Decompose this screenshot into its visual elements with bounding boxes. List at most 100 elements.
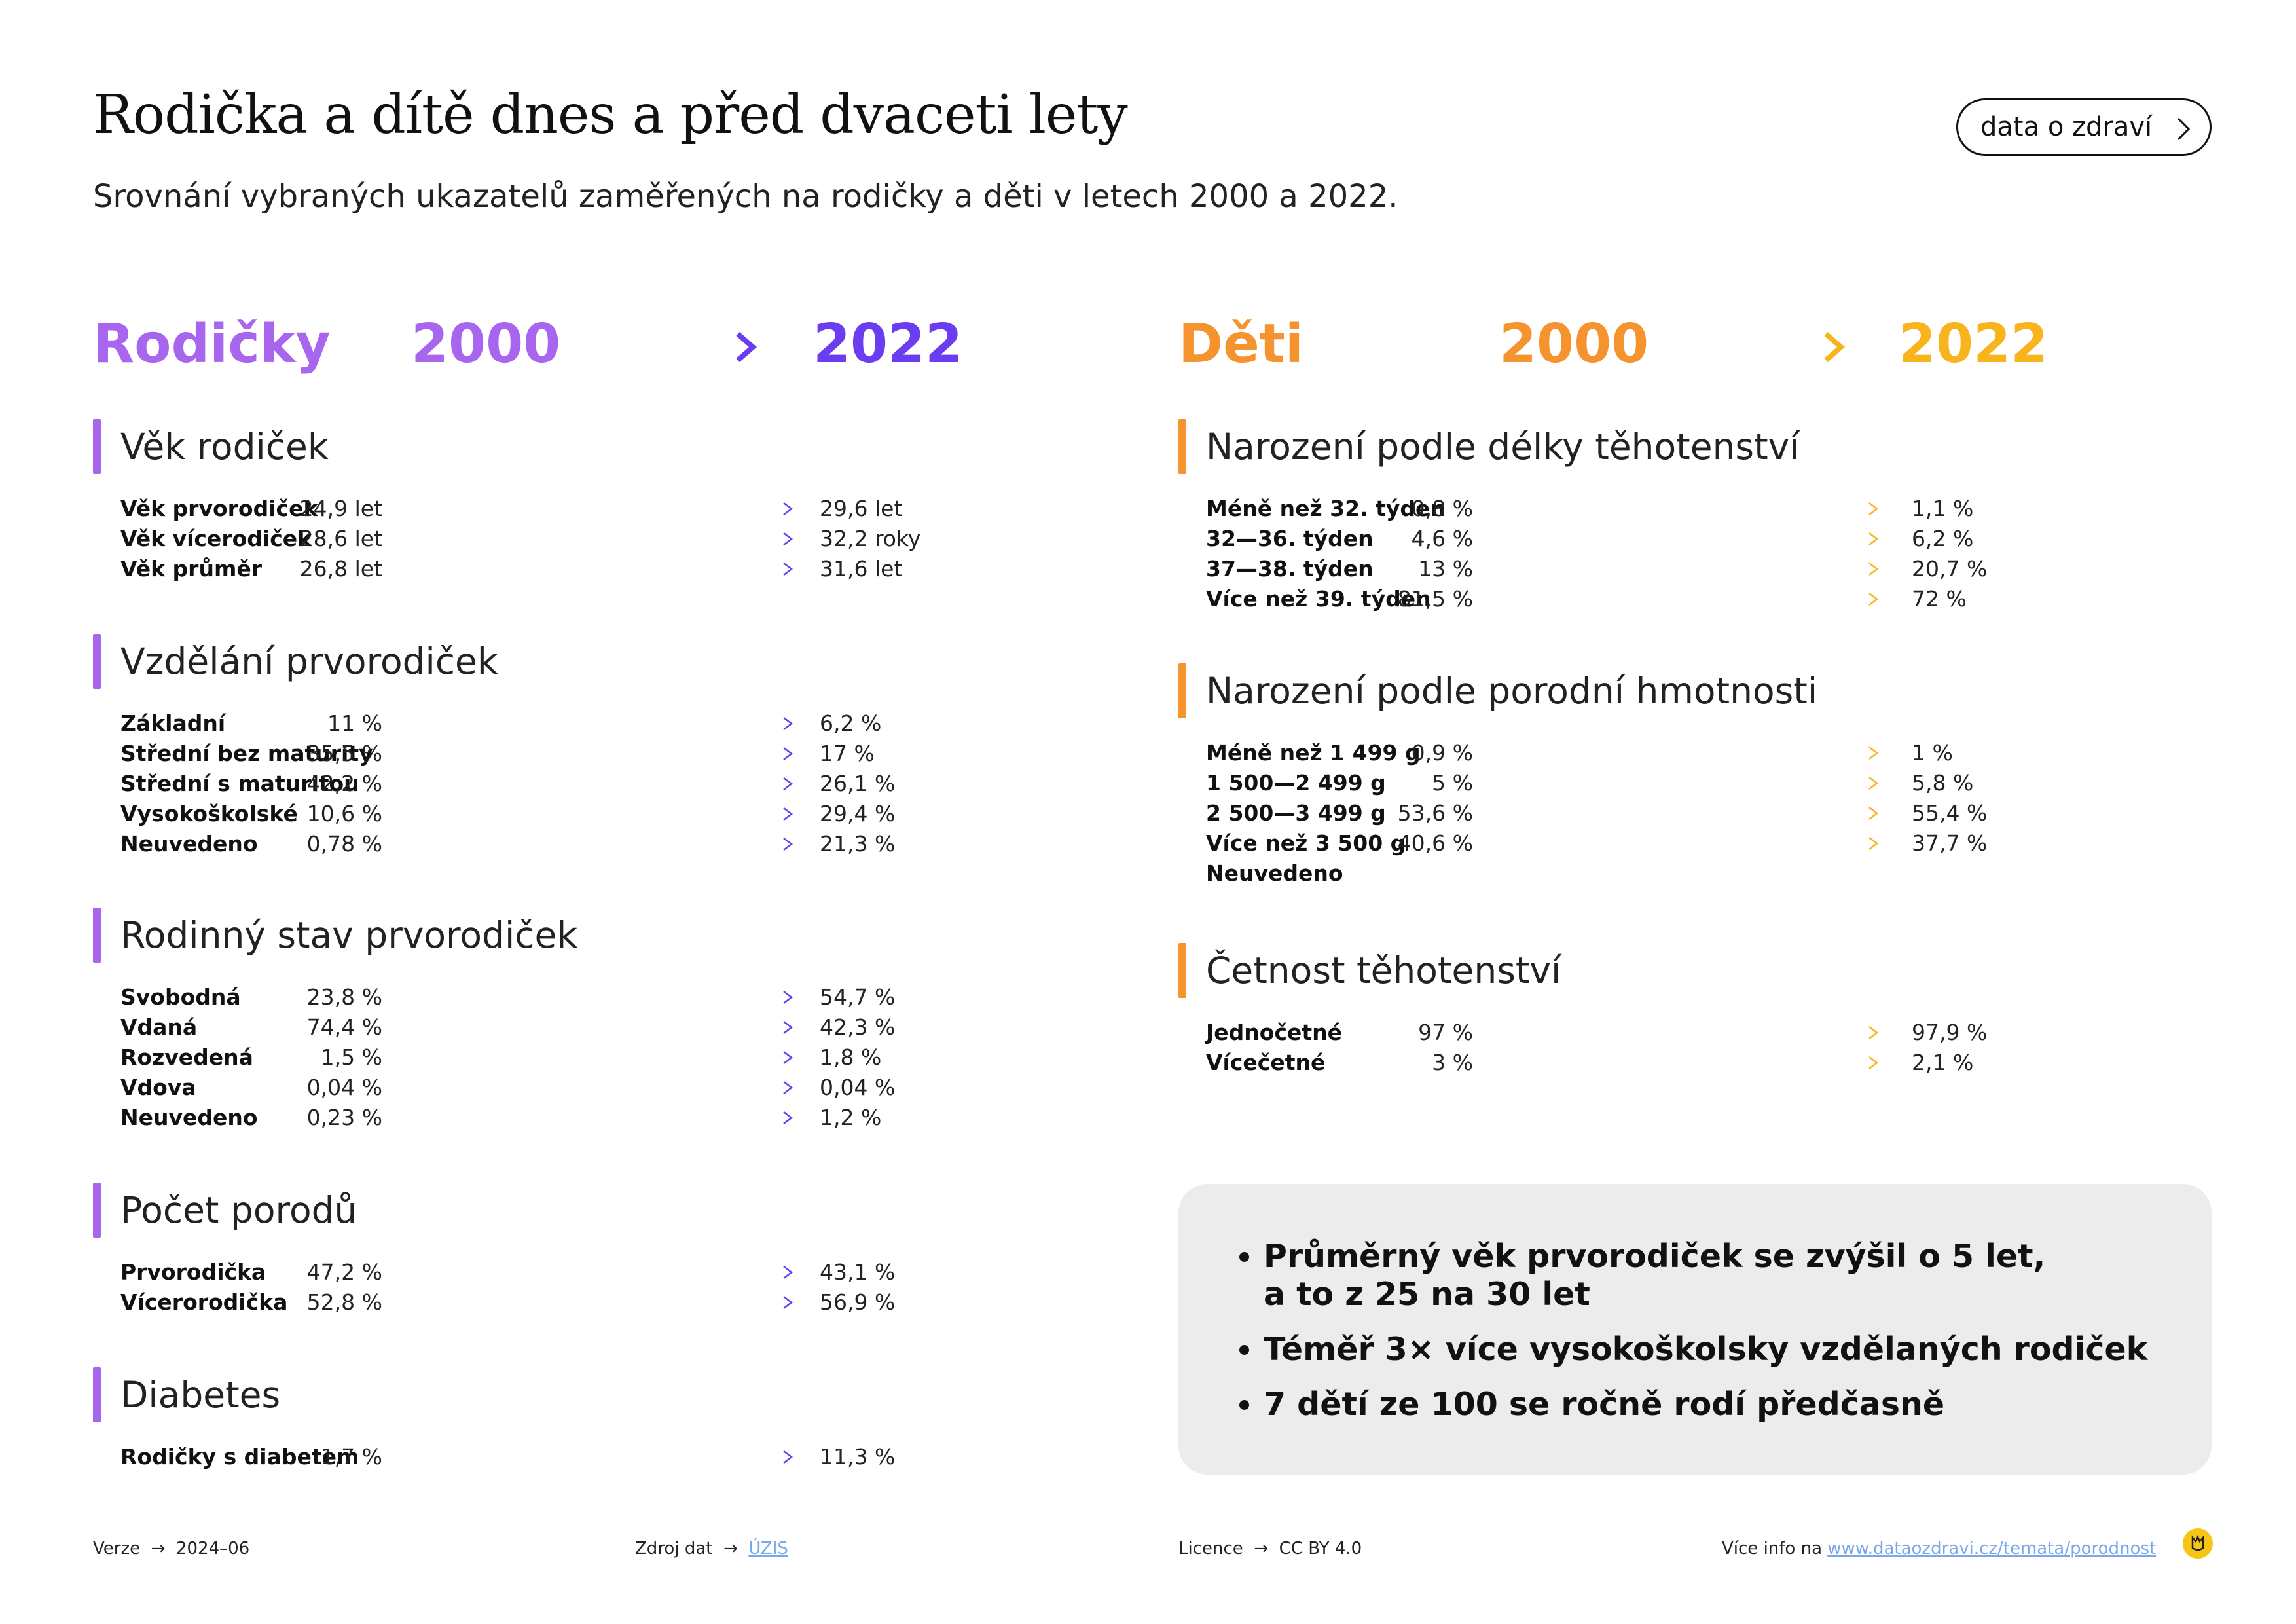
brand-logo-icon xyxy=(2191,1534,2204,1551)
page-title: Rodička a dítě dnes a před dvaceti lety xyxy=(93,84,1128,146)
row-value-2000: 40,6 % xyxy=(1397,830,1473,856)
section-title-text: Počet porodů xyxy=(120,1189,357,1231)
table-row: 1 500—2 499 g 5 % 5,8 % xyxy=(1178,768,2160,798)
deti-heading: Děti xyxy=(1178,313,1303,375)
row-value-2000: 5 % xyxy=(1432,770,1473,796)
summary-item: Téměř 3× více vysokoškolsky vzdělaných r… xyxy=(1264,1331,2185,1369)
section-rows: Základní 11 % 6,2 % Střední bez maturity 35,… xyxy=(93,709,1075,859)
section-accent-bar xyxy=(1178,419,1186,474)
row-label: Vdova xyxy=(120,1075,196,1100)
row-label: Více než 39. týden xyxy=(1206,586,1431,612)
row-label: Střední bez maturity xyxy=(120,741,373,766)
table-row: Rozvedená 1,5 % 1,8 % xyxy=(93,1043,1075,1073)
summary-item: 7 dětí ze 100 se ročně rodí předčasně xyxy=(1264,1386,2185,1424)
section-title: Vzdělání prvorodiček xyxy=(93,634,1075,689)
section-rows: Věk prvorodiček 24,9 let 29,6 let Věk vícer… xyxy=(93,494,1075,584)
row-value-2022: 5,8 % xyxy=(1912,770,1974,796)
section-cetnost-tehotenstvi: Četnost těhotenství Jednočetné 97 % 97,9 % V… xyxy=(1178,943,2160,1078)
row-arrow-icon xyxy=(522,717,793,730)
row-value-2000: 47,2 % xyxy=(306,1259,382,1285)
rodicky-year-from: 2000 xyxy=(411,313,561,375)
row-label: Více než 3 500 g xyxy=(1206,830,1406,856)
section-title: Rodinný stav prvorodiček xyxy=(93,908,1075,963)
row-arrow-icon xyxy=(1607,777,1879,790)
row-value-2000: 0,04 % xyxy=(306,1075,382,1100)
row-arrow-icon xyxy=(1607,563,1879,576)
section-accent-bar xyxy=(93,1183,101,1238)
row-arrow-icon xyxy=(522,838,793,851)
footer-more-label: Více info na xyxy=(1722,1539,1823,1559)
row-value-2000: 23,8 % xyxy=(306,984,382,1010)
summary-item-line: 7 dětí ze 100 se ročně rodí předčasně xyxy=(1264,1386,1945,1423)
row-label: 37—38. týden xyxy=(1206,556,1374,581)
table-row: Méně než 32. týden 0,8 % 1,1 % xyxy=(1178,494,2160,524)
row-value-2022: 26,1 % xyxy=(820,771,896,796)
section-rows: Méně než 1 499 g 0,9 % 1 % 1 500—2 499 g 5 %… xyxy=(1178,738,2160,889)
row-value-2022: 42,3 % xyxy=(820,1014,896,1040)
section-accent-bar xyxy=(1178,663,1186,718)
row-value-2000: 1,5 % xyxy=(320,1044,382,1070)
table-row: Střední s maturitou 42,2 % 26,1 % xyxy=(93,769,1075,799)
footer-more-link[interactable]: www.dataozdravi.cz/temata/porodnost xyxy=(1827,1539,2157,1559)
table-row: Věk vícerodiček 28,6 let 32,2 roky xyxy=(93,524,1075,554)
row-label: Vícerorodička xyxy=(120,1289,288,1315)
section-title-text: Rodinný stav prvorodiček xyxy=(120,914,578,956)
row-arrow-icon xyxy=(522,1111,793,1124)
row-value-2022: 6,2 % xyxy=(820,710,882,736)
section-rows: Rodičky s diabetem 1,7 % 11,3 % xyxy=(93,1442,1075,1472)
section-accent-bar xyxy=(93,419,101,474)
row-label: Prvorodička xyxy=(120,1259,266,1285)
row-label: Méně než 32. týden xyxy=(1206,496,1446,521)
row-value-2022: 43,1 % xyxy=(820,1259,896,1285)
row-value-2000: 26,8 let xyxy=(299,556,382,581)
section-title-text: Diabetes xyxy=(120,1374,281,1416)
section-accent-bar xyxy=(93,908,101,963)
row-arrow-icon xyxy=(522,991,793,1004)
table-row: Více než 39. týden 81,5 % 72 % xyxy=(1178,584,2160,614)
section-title: Počet porodů xyxy=(93,1183,1075,1238)
brand-logo xyxy=(2183,1528,2213,1559)
row-value-2000: 0,9 % xyxy=(1411,740,1473,766)
row-value-2022: 1,8 % xyxy=(820,1044,882,1070)
row-value-2022: 17 % xyxy=(820,741,875,766)
row-label: Základní xyxy=(120,710,226,736)
row-value-2022: 1,2 % xyxy=(820,1105,882,1130)
row-value-2022: 2,1 % xyxy=(1912,1050,1974,1075)
section-pocet-porodu: Počet porodů Prvorodička 47,2 % 43,1 % Vícer… xyxy=(93,1183,1075,1318)
section-title-text: Věk rodiček xyxy=(120,426,329,468)
row-arrow-icon xyxy=(522,532,793,545)
summary-item-line: a to z 25 na 30 let xyxy=(1264,1276,1590,1313)
deti-year-from: 2000 xyxy=(1499,313,1649,375)
row-value-2000: 53,6 % xyxy=(1397,800,1473,826)
data-o-zdravi-label: data o zdraví xyxy=(1980,112,2153,142)
data-o-zdravi-button[interactable]: data o zdraví xyxy=(1956,98,2212,156)
row-value-2022: 0,04 % xyxy=(820,1075,896,1100)
table-row: 2 500—3 499 g 53,6 % 55,4 % xyxy=(1178,798,2160,828)
row-label: Neuvedeno xyxy=(120,1105,258,1130)
table-row: Neuvedeno 0,23 % 1,2 % xyxy=(93,1103,1075,1133)
row-arrow-icon xyxy=(1607,1026,1879,1039)
row-value-2022: 54,7 % xyxy=(820,984,896,1010)
section-accent-bar xyxy=(93,634,101,689)
row-arrow-icon xyxy=(522,807,793,821)
section-title: Narození podle porodní hmotnosti xyxy=(1178,663,2160,718)
section-title: Četnost těhotenství xyxy=(1178,943,2160,998)
rodicky-heading: Rodičky xyxy=(93,313,331,375)
table-row: Vdaná 74,4 % 42,3 % xyxy=(93,1012,1075,1043)
row-label: Střední s maturitou xyxy=(120,771,359,796)
row-label: 2 500—3 499 g xyxy=(1206,800,1386,826)
row-value-2022: 97,9 % xyxy=(1912,1020,1988,1045)
section-accent-bar xyxy=(1178,943,1186,998)
section-title-text: Narození podle délky těhotenství xyxy=(1206,426,1800,468)
footer-source-link[interactable]: ÚZIS xyxy=(748,1539,788,1559)
footer-version-label: Verze xyxy=(93,1539,141,1559)
footer-version-value: 2024–06 xyxy=(175,1539,250,1559)
arrow-right-icon: → xyxy=(718,1539,744,1559)
section-title-text: Četnost těhotenství xyxy=(1206,950,1561,991)
table-row: Vysokoškolské 10,6 % 29,4 % xyxy=(93,799,1075,829)
table-row: Vícerorodička 52,8 % 56,9 % xyxy=(93,1287,1075,1318)
row-value-2022: 31,6 let xyxy=(820,556,903,581)
row-value-2022: 29,6 let xyxy=(820,496,903,521)
row-value-2022: 1 % xyxy=(1912,740,1953,766)
deti-year-to: 2022 xyxy=(1899,313,2049,375)
